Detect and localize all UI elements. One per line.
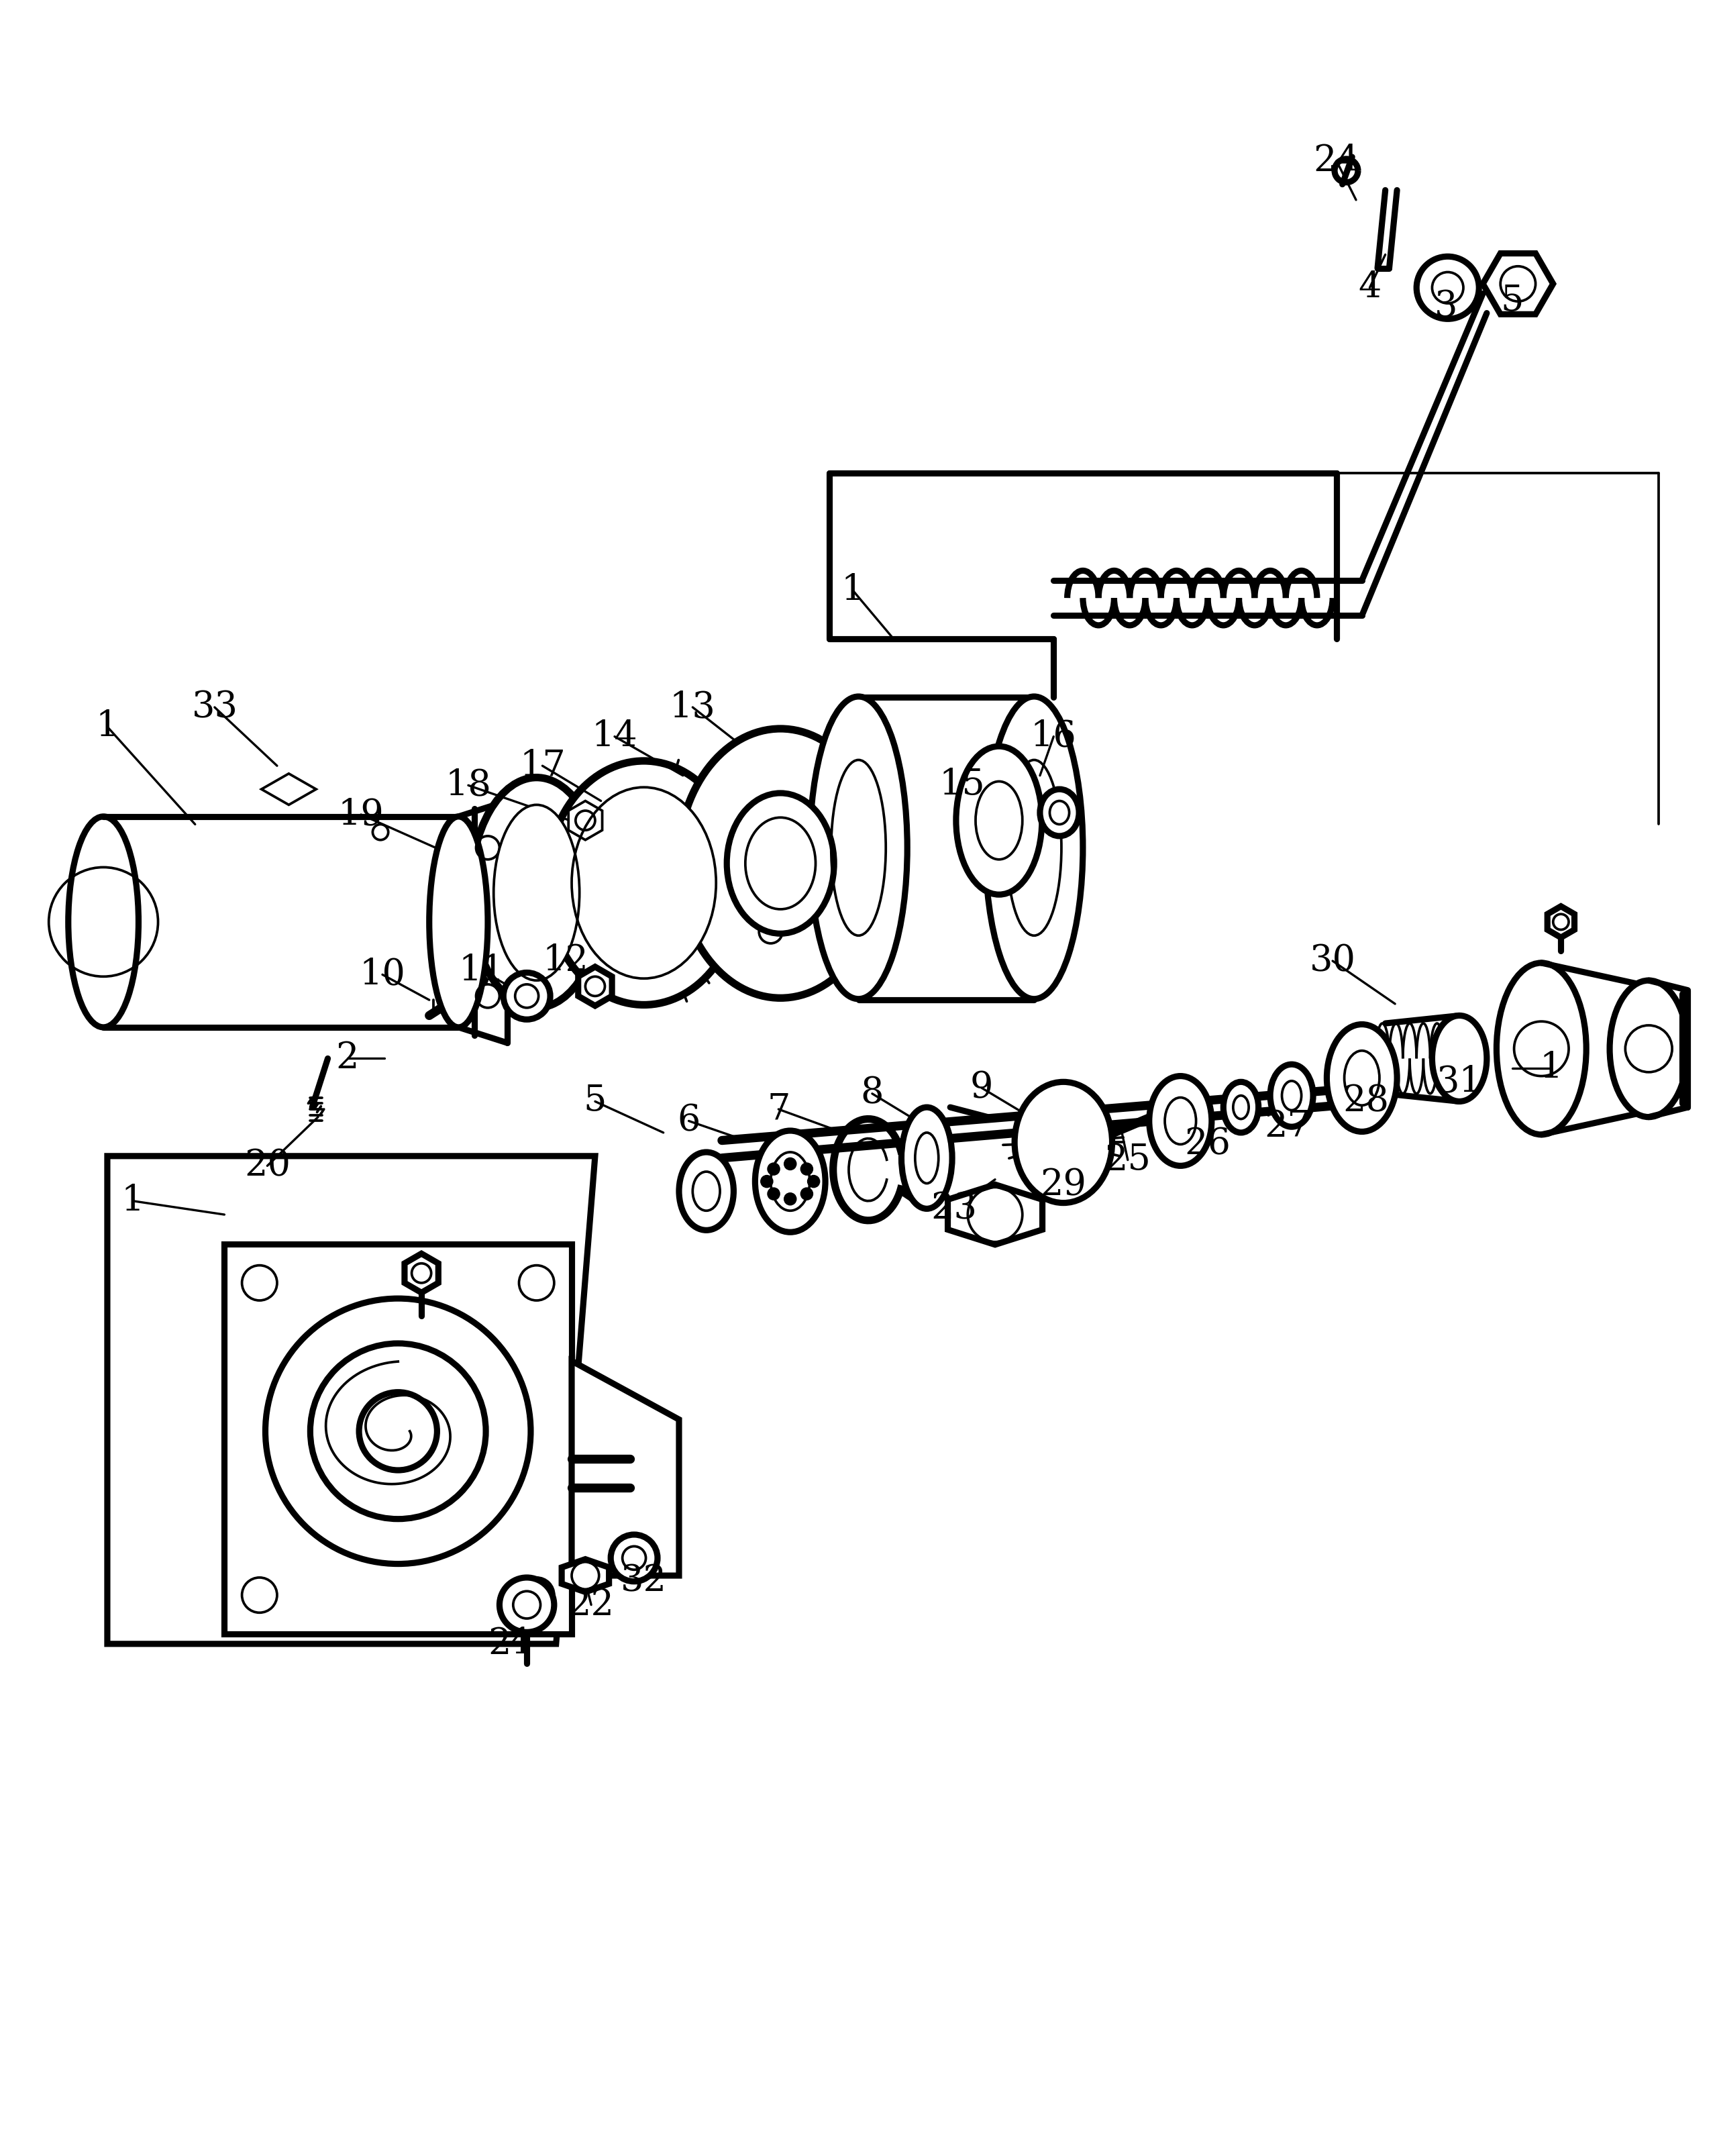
Text: 16: 16	[1030, 720, 1077, 755]
Polygon shape	[948, 1184, 1042, 1244]
Text: 19: 19	[338, 798, 385, 832]
Ellipse shape	[956, 746, 1042, 895]
Ellipse shape	[1015, 1082, 1113, 1203]
Text: 2: 2	[337, 1041, 359, 1076]
Text: 33: 33	[192, 690, 237, 724]
Text: 30: 30	[1310, 944, 1356, 979]
Ellipse shape	[1149, 1076, 1212, 1166]
Polygon shape	[561, 1559, 610, 1591]
Ellipse shape	[69, 817, 139, 1026]
Text: 24: 24	[1314, 144, 1360, 179]
Circle shape	[807, 1175, 819, 1188]
Text: 28: 28	[1343, 1084, 1389, 1119]
Ellipse shape	[546, 761, 742, 1005]
Ellipse shape	[1271, 1065, 1314, 1128]
Circle shape	[767, 1188, 780, 1199]
Ellipse shape	[692, 1171, 719, 1212]
Text: 25: 25	[1104, 1143, 1150, 1177]
Text: 1: 1	[841, 573, 864, 608]
Text: 1: 1	[122, 1184, 144, 1218]
Circle shape	[503, 972, 549, 1020]
Ellipse shape	[1432, 1015, 1487, 1102]
Text: 15: 15	[939, 768, 986, 802]
Text: 17: 17	[519, 748, 565, 783]
Ellipse shape	[1233, 1095, 1248, 1119]
Circle shape	[622, 1546, 646, 1570]
Polygon shape	[405, 1253, 438, 1294]
Text: 7: 7	[767, 1091, 790, 1128]
Ellipse shape	[493, 804, 579, 981]
Text: 5: 5	[1501, 285, 1523, 319]
Polygon shape	[1547, 906, 1574, 938]
Text: 1: 1	[1540, 1050, 1562, 1087]
Ellipse shape	[1164, 1097, 1197, 1145]
Polygon shape	[1483, 254, 1554, 315]
Ellipse shape	[678, 729, 883, 998]
Ellipse shape	[1223, 1082, 1259, 1132]
Text: 20: 20	[244, 1149, 290, 1184]
Polygon shape	[572, 1360, 678, 1576]
Ellipse shape	[1283, 1080, 1301, 1110]
Ellipse shape	[1609, 981, 1688, 1117]
Text: 9: 9	[970, 1069, 992, 1106]
Ellipse shape	[810, 696, 907, 998]
Circle shape	[785, 1158, 797, 1171]
Text: 3: 3	[1434, 289, 1458, 326]
Circle shape	[515, 985, 539, 1007]
Ellipse shape	[678, 1151, 733, 1231]
Circle shape	[785, 1192, 797, 1205]
Circle shape	[800, 1188, 812, 1199]
Circle shape	[1432, 272, 1463, 304]
Text: 8: 8	[860, 1076, 884, 1110]
Text: 1: 1	[96, 709, 118, 744]
Ellipse shape	[429, 817, 488, 1026]
Circle shape	[359, 1393, 438, 1470]
Ellipse shape	[755, 1130, 826, 1231]
Text: 27: 27	[1265, 1110, 1310, 1145]
Text: 18: 18	[445, 768, 491, 802]
Text: 10: 10	[359, 957, 405, 992]
Text: 6: 6	[676, 1104, 701, 1138]
Polygon shape	[568, 800, 603, 841]
Text: 23: 23	[931, 1192, 977, 1227]
Ellipse shape	[771, 1151, 810, 1212]
Text: 5: 5	[584, 1084, 606, 1119]
Text: 31: 31	[1437, 1065, 1482, 1100]
Circle shape	[800, 1162, 812, 1175]
Text: 26: 26	[1185, 1128, 1231, 1162]
Ellipse shape	[986, 696, 1083, 998]
Text: 22: 22	[568, 1587, 615, 1621]
Ellipse shape	[1041, 789, 1078, 837]
Text: 4: 4	[1358, 270, 1380, 306]
Text: 29: 29	[1041, 1169, 1087, 1203]
Circle shape	[500, 1578, 555, 1632]
Ellipse shape	[915, 1132, 939, 1184]
Circle shape	[767, 1162, 780, 1175]
Text: 13: 13	[670, 690, 716, 724]
Text: 32: 32	[622, 1563, 666, 1600]
Text: 21: 21	[488, 1626, 534, 1662]
Ellipse shape	[470, 778, 603, 1007]
Text: 12: 12	[543, 944, 589, 979]
Polygon shape	[225, 1244, 572, 1634]
Ellipse shape	[901, 1108, 953, 1210]
Circle shape	[1417, 257, 1478, 319]
Text: 14: 14	[592, 720, 637, 755]
Circle shape	[611, 1535, 658, 1583]
Ellipse shape	[1327, 1024, 1398, 1132]
Ellipse shape	[745, 817, 816, 910]
Text: 11: 11	[458, 953, 505, 987]
Ellipse shape	[1344, 1050, 1379, 1106]
Ellipse shape	[1497, 964, 1587, 1134]
Circle shape	[761, 1175, 773, 1188]
Ellipse shape	[726, 793, 834, 934]
Ellipse shape	[572, 787, 716, 979]
Polygon shape	[579, 966, 611, 1007]
